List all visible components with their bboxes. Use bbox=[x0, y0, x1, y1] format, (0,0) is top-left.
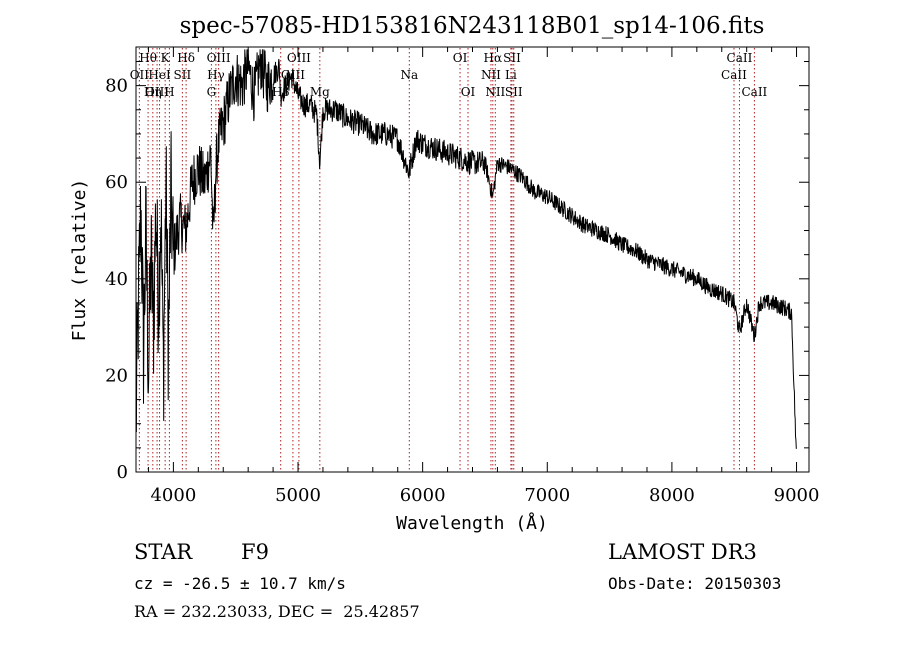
marker-label-6: H bbox=[164, 85, 174, 99]
object-subclass: F9 bbox=[241, 540, 269, 564]
marker-label-26: CaII bbox=[721, 68, 747, 82]
marker-label-11: G bbox=[207, 85, 217, 99]
marker-label-21: NII bbox=[485, 85, 505, 99]
object-class: STAR bbox=[134, 540, 193, 564]
obs-date: Obs-Date: 20150303 bbox=[608, 574, 782, 593]
marker-label-10: Hγ bbox=[207, 68, 225, 82]
y-tick-label-3: 60 bbox=[105, 172, 128, 193]
marker-label-5: K bbox=[161, 51, 171, 65]
marker-label-0: Hθ bbox=[139, 51, 157, 65]
marker-label-7: SII bbox=[174, 68, 192, 82]
survey-name: LAMOST DR3 bbox=[608, 540, 757, 564]
plot-frame bbox=[135, 46, 810, 473]
y-tick-label-1: 20 bbox=[105, 365, 128, 386]
marker-label-19: Hα bbox=[484, 51, 503, 65]
chart-title: spec-57085-HD153816N243118B01_sp14-106.f… bbox=[180, 13, 765, 39]
y-tick-label-4: 80 bbox=[105, 76, 128, 97]
marker-label-24: SII bbox=[505, 85, 523, 99]
y-tick-label-0: 0 bbox=[117, 462, 128, 483]
x-tick-label-5: 9000 bbox=[774, 485, 820, 506]
marker-label-17: OI bbox=[453, 51, 468, 65]
spectrum-line bbox=[135, 49, 797, 449]
marker-label-9: OIII bbox=[207, 51, 231, 65]
marker-label-22: SII bbox=[503, 51, 521, 65]
x-tick-label-4: 8000 bbox=[649, 485, 695, 506]
marker-label-20: NII bbox=[481, 68, 501, 82]
y-tick-label-2: 40 bbox=[105, 269, 128, 290]
marker-label-3: HeI bbox=[148, 68, 171, 82]
axis-tick-labels: 4000 5000 6000 7000 8000 9000 0 20 40 60 80 bbox=[105, 76, 819, 506]
marker-label-1: OII bbox=[130, 68, 150, 82]
marker-label-23: Li bbox=[505, 68, 517, 82]
x-tick-label-2: 6000 bbox=[400, 485, 446, 506]
y-axis-label: Flux (relative) bbox=[69, 179, 90, 342]
marker-label-2: OIII bbox=[145, 85, 169, 99]
ra-dec: RA = 232.23033, DEC = 25.42857 bbox=[134, 602, 420, 621]
marker-label-18: OI bbox=[461, 85, 476, 99]
marker-label-4: Hη bbox=[144, 85, 162, 99]
marker-label-8: Hδ bbox=[177, 51, 195, 65]
axis-ticks bbox=[136, 47, 809, 473]
x-tick-label-0: 4000 bbox=[150, 485, 196, 506]
redshift-cz: cz = -26.5 ± 10.7 km/s bbox=[134, 574, 346, 593]
marker-label-15: Mg bbox=[310, 85, 330, 99]
marker-label-27: CaII bbox=[741, 85, 767, 99]
x-tick-label-1: 5000 bbox=[275, 485, 321, 506]
series-layer bbox=[135, 49, 797, 449]
line-markers bbox=[138, 48, 755, 471]
marker-label-25: CaII bbox=[727, 51, 753, 65]
x-tick-label-3: 7000 bbox=[524, 485, 570, 506]
marker-label-13: OIII bbox=[287, 51, 311, 65]
marker-label-16: Na bbox=[400, 68, 418, 82]
x-axis-label: Wavelength (Å) bbox=[396, 512, 548, 534]
